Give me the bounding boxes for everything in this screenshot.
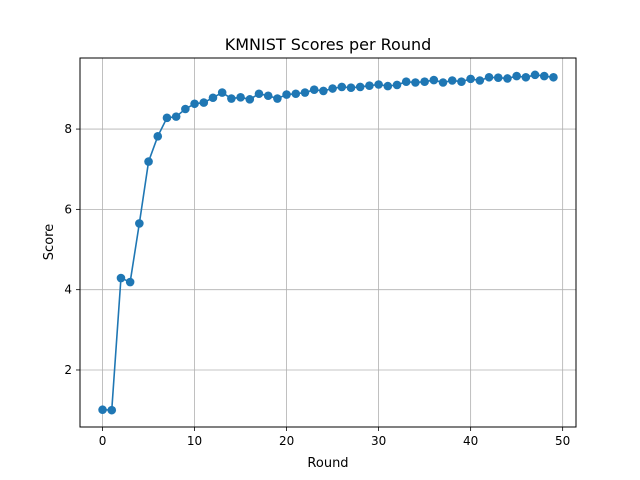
data-point <box>125 277 135 287</box>
axis-ticks: 0 10 20 30 40 50 2 4 6 8 <box>64 122 570 448</box>
y-tick-label: 4 <box>64 283 72 297</box>
data-point <box>475 76 485 85</box>
data-point <box>337 82 347 92</box>
data-point <box>328 84 337 93</box>
data-point <box>254 89 264 99</box>
data-point <box>236 93 245 102</box>
data-point <box>429 75 439 85</box>
data-point <box>162 113 172 123</box>
data-point <box>457 77 466 86</box>
x-tick-label: 10 <box>187 434 202 448</box>
data-point <box>401 77 411 86</box>
data-point <box>282 90 291 99</box>
data-point <box>190 99 199 109</box>
data-point <box>521 72 531 82</box>
data-point <box>365 81 374 91</box>
data-point <box>181 104 190 114</box>
data-point <box>549 72 558 82</box>
data-point <box>438 78 448 87</box>
x-axis-label: Round <box>307 456 348 471</box>
data-point <box>447 76 457 85</box>
grid <box>80 58 576 427</box>
x-tick-label: 40 <box>463 434 478 448</box>
data-point <box>135 219 144 228</box>
data-point <box>199 98 209 107</box>
data-point <box>420 77 429 86</box>
data-point <box>493 73 503 82</box>
data-point <box>107 405 117 415</box>
data-point <box>392 80 402 90</box>
y-tick-label: 6 <box>64 202 72 216</box>
data-point <box>116 273 126 283</box>
series <box>98 70 558 415</box>
data-point <box>484 72 494 82</box>
data-point <box>98 405 107 415</box>
data-point <box>217 88 227 97</box>
x-tick-label: 0 <box>99 434 107 448</box>
x-tick-label: 30 <box>371 434 386 448</box>
data-point <box>245 95 255 104</box>
data-point <box>171 112 181 121</box>
data-point <box>291 89 301 99</box>
data-point <box>144 157 153 166</box>
data-point <box>227 94 236 103</box>
data-point <box>374 80 383 89</box>
x-tick-label: 50 <box>555 434 570 448</box>
x-tick-label: 20 <box>279 434 294 448</box>
data-point <box>346 83 356 93</box>
data-point <box>503 74 512 83</box>
data-point <box>208 93 218 103</box>
data-point <box>263 91 273 101</box>
data-point <box>319 86 328 96</box>
data-point <box>309 85 319 95</box>
data-point <box>512 71 521 81</box>
y-tick-label: 2 <box>64 363 72 377</box>
data-point <box>300 88 310 97</box>
series-line <box>102 74 554 411</box>
data-point <box>153 132 163 141</box>
y-tick-label: 8 <box>64 122 72 136</box>
data-point <box>355 82 365 92</box>
data-point <box>411 78 420 87</box>
chart-title: KMNIST Scores per Round <box>225 35 432 54</box>
data-point <box>539 71 549 81</box>
y-axis-label: Score <box>42 224 57 260</box>
data-point <box>383 81 393 91</box>
data-point <box>273 94 282 103</box>
data-point <box>530 70 540 80</box>
data-point <box>466 74 475 84</box>
plot-frame <box>79 57 577 428</box>
